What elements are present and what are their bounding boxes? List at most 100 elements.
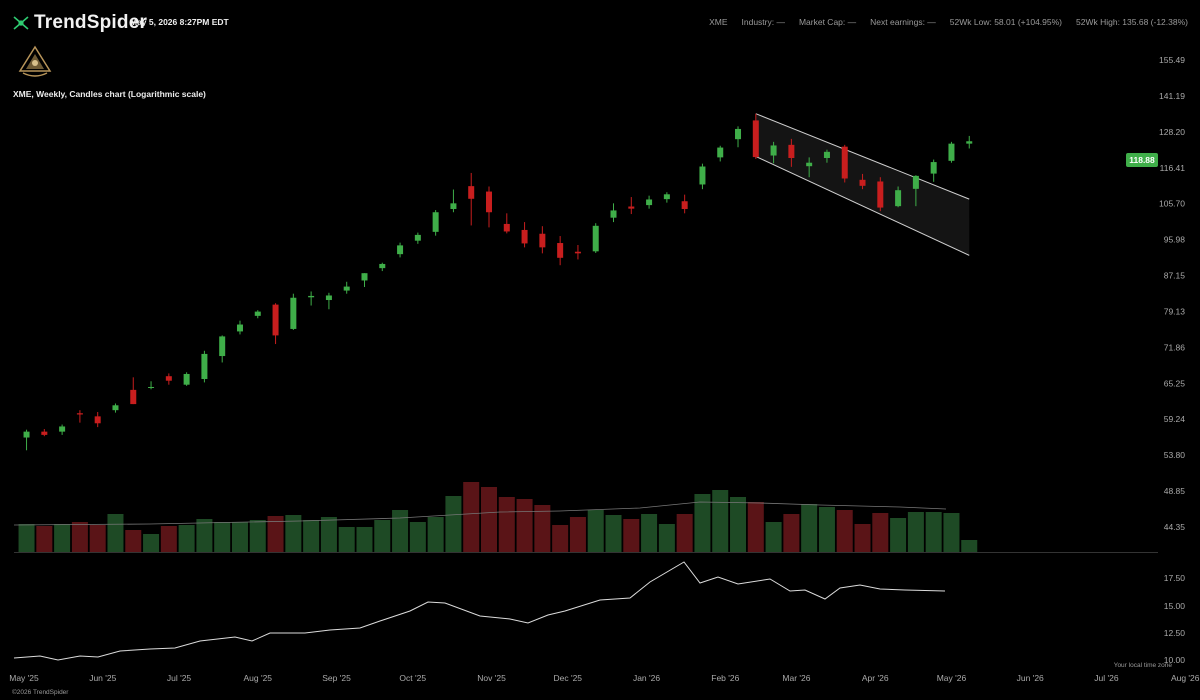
candle-body bbox=[379, 263, 386, 269]
candle-body bbox=[841, 146, 848, 179]
volume-bar bbox=[303, 520, 320, 552]
volume-bar bbox=[676, 514, 693, 552]
candle bbox=[183, 372, 190, 386]
volume-bar bbox=[890, 518, 907, 552]
last-price-badge-box bbox=[1126, 152, 1158, 167]
volume-bar bbox=[178, 525, 195, 552]
candle-body bbox=[468, 186, 475, 199]
candle bbox=[130, 377, 137, 405]
candle-body bbox=[414, 234, 421, 241]
candle bbox=[290, 293, 297, 330]
candle bbox=[521, 222, 528, 248]
candle bbox=[770, 141, 777, 164]
candle-body bbox=[397, 245, 404, 255]
candle bbox=[663, 192, 670, 203]
indicator-tick-label: 12.50 bbox=[1164, 628, 1186, 638]
stat-market-cap: Market Cap: — bbox=[798, 17, 857, 27]
volume-bar bbox=[427, 517, 444, 552]
volume-bar bbox=[623, 519, 640, 552]
volume-bar bbox=[54, 524, 71, 552]
candle-body bbox=[610, 210, 617, 218]
candle bbox=[148, 381, 155, 390]
volume-bar bbox=[587, 510, 604, 552]
candle-body bbox=[557, 243, 564, 258]
volume-bar bbox=[730, 497, 747, 552]
candle-body bbox=[717, 147, 724, 158]
channel-upper-line bbox=[755, 113, 970, 200]
candle bbox=[610, 203, 617, 223]
candle bbox=[646, 195, 653, 209]
candle bbox=[574, 244, 581, 260]
candle-body bbox=[308, 295, 315, 298]
volume-bar bbox=[160, 526, 177, 552]
candle bbox=[165, 373, 172, 385]
last-price-value: 118.88 bbox=[1129, 155, 1155, 165]
candle-series bbox=[23, 113, 973, 451]
candle bbox=[557, 236, 564, 266]
y-tick-label: 44.35 bbox=[1164, 522, 1186, 532]
candle-body bbox=[628, 206, 635, 209]
candle-body bbox=[112, 405, 119, 411]
candle bbox=[41, 429, 48, 437]
candle-body bbox=[76, 413, 83, 415]
candle bbox=[23, 429, 30, 451]
x-tick-label: Aug '25 bbox=[243, 673, 272, 683]
x-tick-label: Jun '26 bbox=[1017, 673, 1044, 683]
volume-bar bbox=[943, 513, 960, 552]
indicator-tick-label: 15.00 bbox=[1164, 601, 1186, 611]
volume-bar bbox=[285, 515, 302, 552]
candle bbox=[752, 113, 759, 159]
volume-bar bbox=[694, 494, 711, 552]
volume-bar bbox=[338, 527, 355, 552]
candle bbox=[468, 172, 475, 226]
candle bbox=[201, 350, 208, 383]
candle bbox=[325, 292, 332, 310]
candle-body bbox=[130, 389, 137, 405]
candle bbox=[450, 189, 457, 213]
volume-bar bbox=[89, 525, 106, 552]
candle bbox=[76, 410, 83, 423]
x-tick-label: Jul '25 bbox=[167, 673, 192, 683]
volume-bar bbox=[356, 527, 373, 552]
candle bbox=[503, 213, 510, 234]
volume-bar bbox=[818, 507, 835, 552]
volume-bar bbox=[267, 516, 284, 552]
x-tick-label: Apr '26 bbox=[862, 673, 889, 683]
candle bbox=[699, 163, 706, 190]
candle bbox=[895, 186, 902, 208]
candle-body bbox=[165, 376, 172, 381]
candle-body bbox=[503, 223, 510, 232]
candle-body bbox=[290, 297, 297, 329]
chart-title: XME, Weekly, Candles chart (Logarithmic … bbox=[13, 89, 206, 99]
candle bbox=[343, 281, 350, 294]
candle bbox=[788, 138, 795, 167]
candle-body bbox=[521, 229, 528, 244]
candle bbox=[361, 273, 368, 288]
candle bbox=[859, 173, 866, 190]
candle-body bbox=[539, 233, 546, 248]
last-price-badge: 118.88 bbox=[1126, 152, 1158, 167]
candle-body bbox=[486, 191, 492, 213]
volume-bar bbox=[498, 497, 515, 552]
candle-body bbox=[823, 151, 830, 159]
brand-logo[interactable]: TrendSpider bbox=[12, 12, 147, 34]
volume-bar bbox=[392, 510, 409, 552]
y-tick-label: 71.86 bbox=[1164, 342, 1186, 352]
volume-bar bbox=[71, 522, 88, 552]
candle bbox=[59, 424, 66, 435]
candle bbox=[681, 194, 688, 214]
x-tick-label: Sep '25 bbox=[322, 673, 351, 683]
y-tick-label: 128.20 bbox=[1159, 127, 1185, 137]
volume-bar bbox=[231, 522, 248, 552]
candle bbox=[414, 232, 421, 244]
x-tick-label: Jul '26 bbox=[1094, 673, 1119, 683]
candle bbox=[94, 412, 101, 428]
candle-body bbox=[735, 128, 742, 140]
candle bbox=[112, 403, 119, 413]
candle-body bbox=[41, 431, 48, 435]
x-tick-label: Dec '25 bbox=[553, 673, 582, 683]
volume-average-line bbox=[13, 501, 947, 526]
x-tick-label: May '25 bbox=[9, 673, 39, 683]
indicator-tick-label: 10.00 bbox=[1164, 655, 1186, 665]
